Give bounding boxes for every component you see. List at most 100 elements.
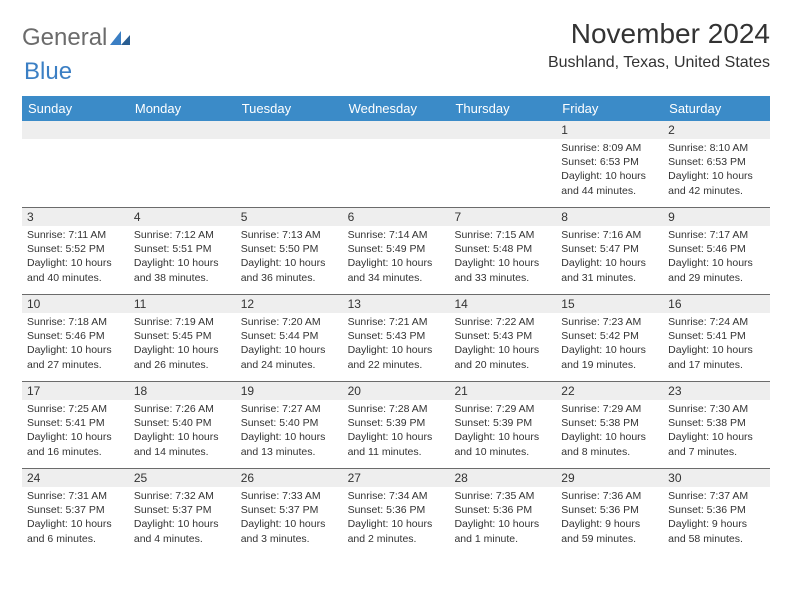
- day-number: 27: [343, 469, 450, 487]
- day-number: 12: [236, 295, 343, 313]
- day-cell: 12Sunrise: 7:20 AMSunset: 5:44 PMDayligh…: [236, 295, 343, 381]
- sunset-text: Sunset: 5:43 PM: [454, 329, 551, 343]
- day-cell: 7Sunrise: 7:15 AMSunset: 5:48 PMDaylight…: [449, 208, 556, 294]
- day-cell: 3Sunrise: 7:11 AMSunset: 5:52 PMDaylight…: [22, 208, 129, 294]
- daylight-text: Daylight: 10 hours and 17 minutes.: [668, 343, 765, 371]
- day-details: Sunrise: 8:10 AMSunset: 6:53 PMDaylight:…: [663, 139, 770, 202]
- sunrise-text: Sunrise: 7:37 AM: [668, 489, 765, 503]
- day-cell: 1Sunrise: 8:09 AMSunset: 6:53 PMDaylight…: [556, 121, 663, 207]
- sunrise-text: Sunrise: 7:18 AM: [27, 315, 124, 329]
- day-details: Sunrise: 7:12 AMSunset: 5:51 PMDaylight:…: [129, 226, 236, 289]
- sunset-text: Sunset: 5:45 PM: [134, 329, 231, 343]
- sunrise-text: Sunrise: 7:12 AM: [134, 228, 231, 242]
- weekday-fri: Friday: [556, 96, 663, 121]
- day-number: .: [449, 121, 556, 139]
- day-details: Sunrise: 8:09 AMSunset: 6:53 PMDaylight:…: [556, 139, 663, 202]
- sunrise-text: Sunrise: 7:15 AM: [454, 228, 551, 242]
- day-cell: 14Sunrise: 7:22 AMSunset: 5:43 PMDayligh…: [449, 295, 556, 381]
- sunset-text: Sunset: 5:36 PM: [454, 503, 551, 517]
- day-details: Sunrise: 7:33 AMSunset: 5:37 PMDaylight:…: [236, 487, 343, 550]
- sunset-text: Sunset: 5:40 PM: [241, 416, 338, 430]
- day-details: Sunrise: 7:14 AMSunset: 5:49 PMDaylight:…: [343, 226, 450, 289]
- sunrise-text: Sunrise: 7:26 AM: [134, 402, 231, 416]
- sunset-text: Sunset: 5:37 PM: [27, 503, 124, 517]
- daylight-text: Daylight: 10 hours and 38 minutes.: [134, 256, 231, 284]
- day-number: .: [129, 121, 236, 139]
- day-cell: 9Sunrise: 7:17 AMSunset: 5:46 PMDaylight…: [663, 208, 770, 294]
- day-details: Sunrise: 7:19 AMSunset: 5:45 PMDaylight:…: [129, 313, 236, 376]
- location-text: Bushland, Texas, United States: [548, 54, 770, 72]
- logo: General: [22, 18, 132, 52]
- day-details: Sunrise: 7:23 AMSunset: 5:42 PMDaylight:…: [556, 313, 663, 376]
- daylight-text: Daylight: 9 hours and 59 minutes.: [561, 517, 658, 545]
- month-title: November 2024: [548, 18, 770, 50]
- day-number: 1: [556, 121, 663, 139]
- logo-text-1: General: [22, 24, 107, 52]
- day-details: Sunrise: 7:34 AMSunset: 5:36 PMDaylight:…: [343, 487, 450, 550]
- daylight-text: Daylight: 10 hours and 19 minutes.: [561, 343, 658, 371]
- day-number: 8: [556, 208, 663, 226]
- day-number: 23: [663, 382, 770, 400]
- day-cell: 24Sunrise: 7:31 AMSunset: 5:37 PMDayligh…: [22, 469, 129, 555]
- sunset-text: Sunset: 5:40 PM: [134, 416, 231, 430]
- week-row: 24Sunrise: 7:31 AMSunset: 5:37 PMDayligh…: [22, 468, 770, 555]
- sunset-text: Sunset: 5:42 PM: [561, 329, 658, 343]
- daylight-text: Daylight: 10 hours and 29 minutes.: [668, 256, 765, 284]
- day-cell: ..: [129, 121, 236, 207]
- day-cell: 6Sunrise: 7:14 AMSunset: 5:49 PMDaylight…: [343, 208, 450, 294]
- week-row: 3Sunrise: 7:11 AMSunset: 5:52 PMDaylight…: [22, 207, 770, 294]
- day-details: Sunrise: 7:21 AMSunset: 5:43 PMDaylight:…: [343, 313, 450, 376]
- sunrise-text: Sunrise: 8:10 AM: [668, 141, 765, 155]
- daylight-text: Daylight: 10 hours and 2 minutes.: [348, 517, 445, 545]
- sunset-text: Sunset: 5:38 PM: [561, 416, 658, 430]
- sunset-text: Sunset: 5:44 PM: [241, 329, 338, 343]
- sunset-text: Sunset: 5:51 PM: [134, 242, 231, 256]
- sunset-text: Sunset: 5:49 PM: [348, 242, 445, 256]
- day-number: 19: [236, 382, 343, 400]
- week-row: ..........1Sunrise: 8:09 AMSunset: 6:53 …: [22, 121, 770, 207]
- sunrise-text: Sunrise: 7:29 AM: [454, 402, 551, 416]
- daylight-text: Daylight: 10 hours and 3 minutes.: [241, 517, 338, 545]
- day-details: Sunrise: 7:15 AMSunset: 5:48 PMDaylight:…: [449, 226, 556, 289]
- day-number: 4: [129, 208, 236, 226]
- sunrise-text: Sunrise: 7:28 AM: [348, 402, 445, 416]
- day-details: Sunrise: 7:18 AMSunset: 5:46 PMDaylight:…: [22, 313, 129, 376]
- day-details: Sunrise: 7:11 AMSunset: 5:52 PMDaylight:…: [22, 226, 129, 289]
- day-number: 13: [343, 295, 450, 313]
- day-cell: ..: [22, 121, 129, 207]
- sunset-text: Sunset: 5:39 PM: [348, 416, 445, 430]
- day-number: 25: [129, 469, 236, 487]
- day-details: Sunrise: 7:24 AMSunset: 5:41 PMDaylight:…: [663, 313, 770, 376]
- calendar-page: General November 2024 Bushland, Texas, U…: [0, 0, 792, 565]
- sunrise-text: Sunrise: 7:35 AM: [454, 489, 551, 503]
- day-number: 18: [129, 382, 236, 400]
- day-details: Sunrise: 7:37 AMSunset: 5:36 PMDaylight:…: [663, 487, 770, 550]
- day-cell: 4Sunrise: 7:12 AMSunset: 5:51 PMDaylight…: [129, 208, 236, 294]
- daylight-text: Daylight: 10 hours and 10 minutes.: [454, 430, 551, 458]
- sunset-text: Sunset: 5:37 PM: [134, 503, 231, 517]
- sunset-text: Sunset: 5:46 PM: [668, 242, 765, 256]
- day-details: Sunrise: 7:25 AMSunset: 5:41 PMDaylight:…: [22, 400, 129, 463]
- day-number: 5: [236, 208, 343, 226]
- sunset-text: Sunset: 5:41 PM: [668, 329, 765, 343]
- sunset-text: Sunset: 5:37 PM: [241, 503, 338, 517]
- day-number: 30: [663, 469, 770, 487]
- sunset-text: Sunset: 5:38 PM: [668, 416, 765, 430]
- day-cell: 29Sunrise: 7:36 AMSunset: 5:36 PMDayligh…: [556, 469, 663, 555]
- day-details: Sunrise: 7:31 AMSunset: 5:37 PMDaylight:…: [22, 487, 129, 550]
- day-cell: 30Sunrise: 7:37 AMSunset: 5:36 PMDayligh…: [663, 469, 770, 555]
- daylight-text: Daylight: 10 hours and 33 minutes.: [454, 256, 551, 284]
- sunset-text: Sunset: 6:53 PM: [561, 155, 658, 169]
- sunset-text: Sunset: 5:36 PM: [348, 503, 445, 517]
- sunset-text: Sunset: 5:46 PM: [27, 329, 124, 343]
- sunrise-text: Sunrise: 7:25 AM: [27, 402, 124, 416]
- day-cell: 18Sunrise: 7:26 AMSunset: 5:40 PMDayligh…: [129, 382, 236, 468]
- daylight-text: Daylight: 10 hours and 20 minutes.: [454, 343, 551, 371]
- day-cell: 26Sunrise: 7:33 AMSunset: 5:37 PMDayligh…: [236, 469, 343, 555]
- sunset-text: Sunset: 5:36 PM: [561, 503, 658, 517]
- daylight-text: Daylight: 10 hours and 16 minutes.: [27, 430, 124, 458]
- sunrise-text: Sunrise: 7:36 AM: [561, 489, 658, 503]
- weekday-thu: Thursday: [449, 96, 556, 121]
- day-details: Sunrise: 7:35 AMSunset: 5:36 PMDaylight:…: [449, 487, 556, 550]
- day-number: 17: [22, 382, 129, 400]
